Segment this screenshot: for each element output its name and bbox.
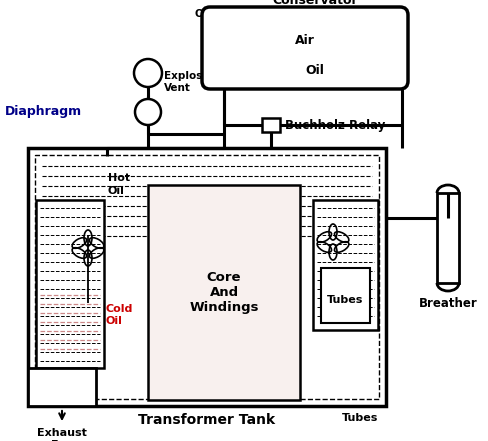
- FancyBboxPatch shape: [202, 7, 407, 89]
- Bar: [36, 200, 104, 368]
- Text: Cold
Oil: Cold Oil: [106, 304, 133, 326]
- Text: Oil: Oil: [305, 64, 324, 76]
- Text: Air: Air: [294, 34, 314, 46]
- Bar: [312, 200, 377, 330]
- Bar: [143, 70, 152, 78]
- Text: Tubes: Tubes: [342, 413, 378, 423]
- Text: Diaphragm: Diaphragm: [5, 105, 82, 119]
- Circle shape: [135, 99, 161, 125]
- Text: Core
And
Windings: Core And Windings: [189, 271, 258, 314]
- Text: Tubes: Tubes: [326, 295, 363, 305]
- Text: Breather: Breather: [418, 297, 476, 310]
- Text: Explosion
Vent: Explosion Vent: [163, 71, 220, 93]
- Bar: [320, 268, 369, 323]
- Bar: [215, 20, 232, 48]
- Circle shape: [134, 59, 162, 87]
- Bar: [436, 193, 458, 283]
- Bar: [148, 185, 299, 400]
- Text: Hot: Hot: [108, 173, 130, 183]
- Bar: [262, 118, 280, 132]
- Text: Exhaust
Fan: Exhaust Fan: [37, 428, 87, 441]
- Text: Oil Gauge: Oil Gauge: [195, 9, 252, 19]
- Text: Transformer Tank: Transformer Tank: [138, 413, 275, 427]
- Text: Conservator: Conservator: [272, 0, 357, 7]
- Bar: [28, 148, 385, 406]
- Bar: [28, 368, 96, 406]
- Text: Buchholz Relay: Buchholz Relay: [285, 119, 385, 131]
- Bar: [35, 155, 378, 399]
- Text: Oil: Oil: [108, 186, 124, 196]
